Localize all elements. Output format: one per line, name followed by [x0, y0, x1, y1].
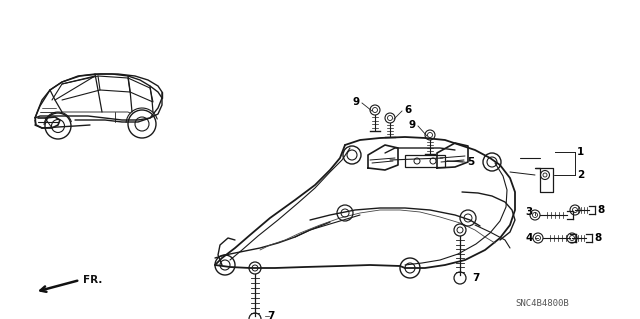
Text: 5: 5	[467, 157, 474, 167]
Text: 1: 1	[577, 147, 584, 157]
Text: 8: 8	[594, 233, 601, 243]
Text: 4: 4	[525, 233, 533, 243]
Text: 7: 7	[267, 311, 275, 319]
Text: 2: 2	[577, 170, 584, 180]
Text: 8: 8	[597, 205, 604, 215]
Text: 9: 9	[353, 97, 360, 107]
Text: SNC4B4800B: SNC4B4800B	[515, 299, 569, 308]
Text: FR.: FR.	[83, 275, 102, 285]
Text: 3: 3	[525, 207, 533, 217]
Text: 7: 7	[472, 273, 479, 283]
Text: 9: 9	[409, 120, 416, 130]
Text: 6: 6	[404, 105, 412, 115]
